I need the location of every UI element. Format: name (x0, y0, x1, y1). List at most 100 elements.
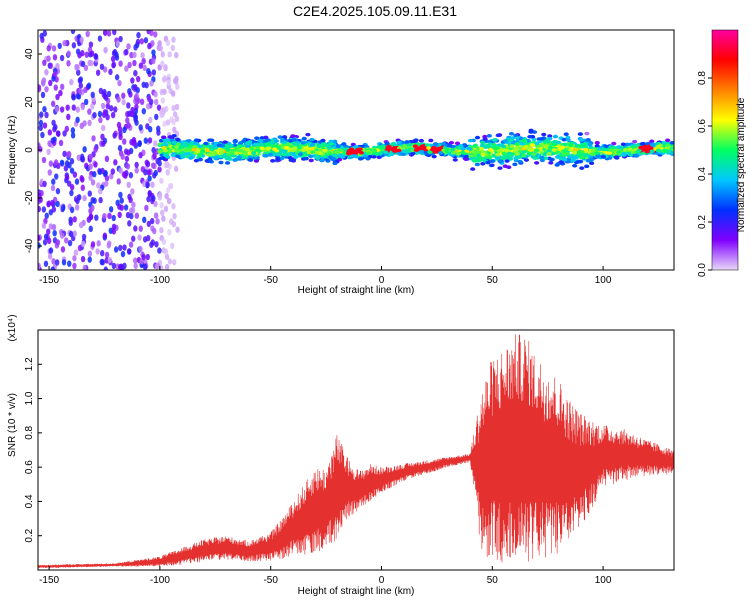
spectrogram-cell (405, 148, 411, 153)
spectrogram-cell (145, 181, 150, 188)
spectrogram-cell (87, 190, 92, 197)
spectrogram-cell (98, 116, 103, 124)
spectrogram-cell (300, 141, 306, 145)
spectrogram-cell (418, 138, 425, 143)
spectrogram-cell (72, 216, 77, 223)
spectrogram-cell (433, 142, 439, 147)
spectrogram-cell (46, 148, 51, 156)
spectrogram-cell (496, 149, 502, 153)
spectrogram-cell (82, 264, 87, 270)
spectrogram-cell (88, 225, 93, 233)
x-tick-label: 50 (487, 575, 499, 586)
spectrogram-cell (97, 110, 103, 118)
spectrogram-cell (96, 240, 101, 247)
spectrogram-cell (111, 214, 116, 222)
spectrogram-cell (87, 250, 93, 257)
spectrogram-cell (253, 142, 259, 147)
spectrogram-cell (232, 158, 238, 162)
spectrogram-cell (125, 211, 131, 219)
spectrogram-cell (48, 160, 54, 167)
spectrogram-cell (450, 148, 456, 152)
spectrogram-cell (502, 139, 509, 144)
spectrogram-cell (612, 148, 618, 153)
spectrogram-cell (44, 111, 49, 119)
spectrogram-cell (141, 57, 146, 65)
spectrogram-cell (611, 141, 617, 146)
spectrogram-cell (665, 143, 671, 148)
spectrogram-cell (112, 30, 117, 36)
spectrogram-cell (100, 102, 106, 110)
spectrogram-cell (100, 249, 105, 257)
spectrogram-cell (112, 48, 118, 56)
spectrogram-cell (156, 125, 161, 132)
spectrogram-cell (143, 37, 149, 44)
spectrogram-cell (470, 167, 476, 171)
spectrogram-cell (590, 148, 596, 153)
spectrogram-cell (341, 142, 347, 146)
spectrogram-cell (54, 173, 59, 180)
spectrogram-cell (159, 153, 165, 158)
spectrogram-cell (153, 31, 158, 38)
spectrogram-cell (66, 60, 71, 67)
snr-x-ticks: -150 -100 -50 0 50 100 (39, 566, 612, 586)
spectrogram-cell (107, 212, 112, 220)
spectrogram-cell (270, 159, 276, 163)
spectrogram-cell (157, 247, 162, 254)
spectrogram-cell (153, 212, 159, 219)
spectrogram-cell (126, 102, 131, 109)
spectrogram-cell (42, 122, 48, 129)
spectrogram-cell (162, 88, 167, 95)
spectrogram-cell (577, 144, 583, 148)
spectrogram-cell (357, 157, 364, 161)
spectrogram-cell (59, 159, 65, 167)
spectrogram-cell (131, 201, 136, 208)
spectrogram-cell (532, 156, 538, 160)
spectrogram-cell (352, 154, 358, 159)
spectrogram-y-ticks: -40 -20 0 20 40 (24, 48, 42, 253)
spectrogram-cell (159, 177, 164, 184)
spectrogram-cell (200, 149, 206, 154)
spectrogram-cell (371, 155, 377, 159)
spectrogram-cell (290, 134, 296, 138)
spectrogram-cell (60, 246, 66, 253)
spectrogram-cell (643, 148, 649, 152)
spectrogram-cell (156, 104, 162, 111)
spectrogram-cell (98, 188, 103, 195)
spectrogram-cell (129, 207, 134, 214)
spectrogram-cell (280, 138, 286, 142)
spectrogram-cell (480, 152, 486, 157)
spectrogram-cell (90, 91, 95, 99)
spectrogram-cell (305, 132, 311, 137)
spectrogram-cell (69, 184, 75, 191)
spectrogram-cell (517, 159, 523, 164)
spectrogram-cell (63, 165, 69, 172)
spectrogram-cell (441, 141, 447, 146)
spectrogram-cell (77, 88, 83, 95)
spectrogram-cell (594, 141, 600, 145)
spectrogram-cell (170, 44, 175, 52)
spectrogram-cell (222, 140, 228, 144)
spectrogram-cell (87, 59, 92, 67)
spectrogram-cell (495, 152, 501, 157)
spectrogram-cell (577, 132, 583, 136)
spectrogram-cell (121, 92, 126, 99)
spectrogram-cell (560, 153, 566, 157)
spectrogram-cell (66, 50, 71, 57)
spectrogram-cell (129, 212, 134, 220)
spectrogram-cell (288, 144, 294, 149)
spectrogram-cell (90, 204, 95, 212)
x-tick-label: 50 (487, 275, 499, 286)
spectrogram-cell (165, 169, 170, 176)
spectrogram-cell (564, 151, 570, 156)
spectrogram-cell (51, 178, 56, 185)
spectrogram-cell (161, 215, 166, 222)
spectrogram-cell (317, 151, 323, 156)
spectrogram-cell (170, 242, 175, 250)
spectrogram-cell (309, 142, 316, 147)
spectrogram-cell (82, 120, 87, 127)
spectrogram-cell (68, 230, 74, 238)
spectrogram-cell (546, 149, 552, 153)
spectrogram-cell (512, 162, 518, 167)
spectrogram-cell (572, 151, 578, 155)
spectrogram-cell (297, 152, 304, 156)
